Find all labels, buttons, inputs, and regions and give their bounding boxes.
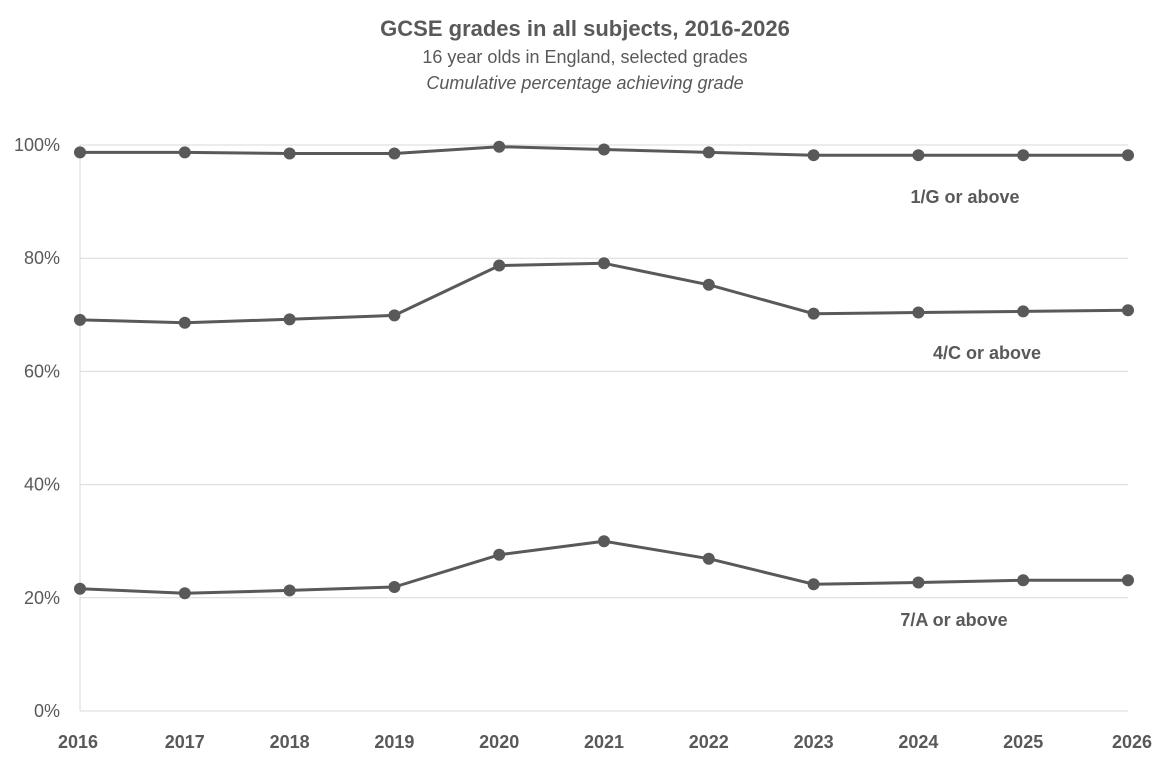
data-point-1-2023 bbox=[807, 307, 820, 320]
data-point-0-2024 bbox=[912, 149, 925, 162]
data-point-0-2026 bbox=[1122, 149, 1134, 162]
data-point-0-2020 bbox=[493, 140, 506, 153]
series-line-1 bbox=[79, 261, 1129, 325]
series-label-0: 1/G or above bbox=[910, 187, 1019, 207]
data-point-2-2016 bbox=[74, 582, 86, 595]
x-tick-label-2016: 2016 bbox=[58, 732, 98, 752]
data-point-2-2026 bbox=[1122, 574, 1134, 587]
data-point-2-2020 bbox=[493, 548, 506, 561]
chart-titles: GCSE grades in all subjects, 2016-2026 1… bbox=[0, 14, 1170, 96]
x-tick-label-2023: 2023 bbox=[794, 732, 834, 752]
x-tick-label-2019: 2019 bbox=[374, 732, 414, 752]
chart-note: Cumulative percentage achieving grade bbox=[426, 73, 744, 93]
data-point-1-2022 bbox=[702, 278, 715, 291]
x-tick-label-2017: 2017 bbox=[165, 732, 205, 752]
data-point-1-2016 bbox=[74, 313, 86, 326]
series-line-2 bbox=[79, 539, 1128, 595]
data-point-0-2018 bbox=[283, 147, 296, 160]
data-point-1-2026 bbox=[1122, 304, 1134, 317]
data-point-2-2021 bbox=[598, 535, 610, 548]
data-point-0-2025 bbox=[1017, 149, 1030, 162]
data-point-1-2021 bbox=[598, 257, 610, 270]
y-tick-label-40: 40% bbox=[24, 475, 60, 495]
data-point-1-2025 bbox=[1017, 305, 1030, 318]
data-point-0-2016 bbox=[74, 146, 86, 159]
data-point-0-2019 bbox=[388, 147, 401, 160]
data-point-0-2023 bbox=[807, 149, 820, 162]
data-point-2-2024 bbox=[912, 576, 925, 589]
x-tick-label-2026: 2026 bbox=[1112, 732, 1152, 752]
y-tick-label-60: 60% bbox=[24, 361, 60, 381]
data-point-1-2024 bbox=[912, 306, 925, 319]
x-tick-label-2018: 2018 bbox=[270, 732, 310, 752]
y-tick-label-100: 100% bbox=[14, 135, 60, 155]
data-point-2-2019 bbox=[388, 581, 401, 594]
x-tick-label-2025: 2025 bbox=[1003, 732, 1043, 752]
data-point-2-2018 bbox=[283, 584, 296, 597]
data-point-0-2017 bbox=[178, 146, 191, 159]
chart-title: GCSE grades in all subjects, 2016-2026 bbox=[380, 16, 790, 41]
data-point-1-2020 bbox=[493, 259, 506, 272]
data-point-2-2025 bbox=[1017, 574, 1030, 587]
data-point-1-2019 bbox=[388, 309, 401, 322]
y-tick-label-80: 80% bbox=[24, 248, 60, 268]
data-point-1-2017 bbox=[178, 316, 191, 329]
data-point-0-2021 bbox=[598, 143, 610, 156]
x-tick-label-2020: 2020 bbox=[479, 732, 519, 752]
data-point-1-2018 bbox=[283, 313, 296, 326]
y-tick-label-0: 0% bbox=[34, 701, 60, 721]
x-tick-label-2021: 2021 bbox=[584, 732, 624, 752]
data-point-2-2017 bbox=[178, 587, 191, 600]
data-point-2-2022 bbox=[702, 552, 715, 565]
series-label-2: 7/A or above bbox=[900, 610, 1007, 630]
x-tick-label-2024: 2024 bbox=[898, 732, 938, 752]
chart-subtitle: 16 year olds in England, selected grades bbox=[422, 47, 748, 67]
series-label-1: 4/C or above bbox=[933, 343, 1041, 363]
data-point-2-2023 bbox=[807, 578, 820, 591]
x-tick-label-2022: 2022 bbox=[689, 732, 729, 752]
y-tick-label-20: 20% bbox=[24, 588, 60, 608]
data-point-0-2022 bbox=[702, 146, 715, 159]
